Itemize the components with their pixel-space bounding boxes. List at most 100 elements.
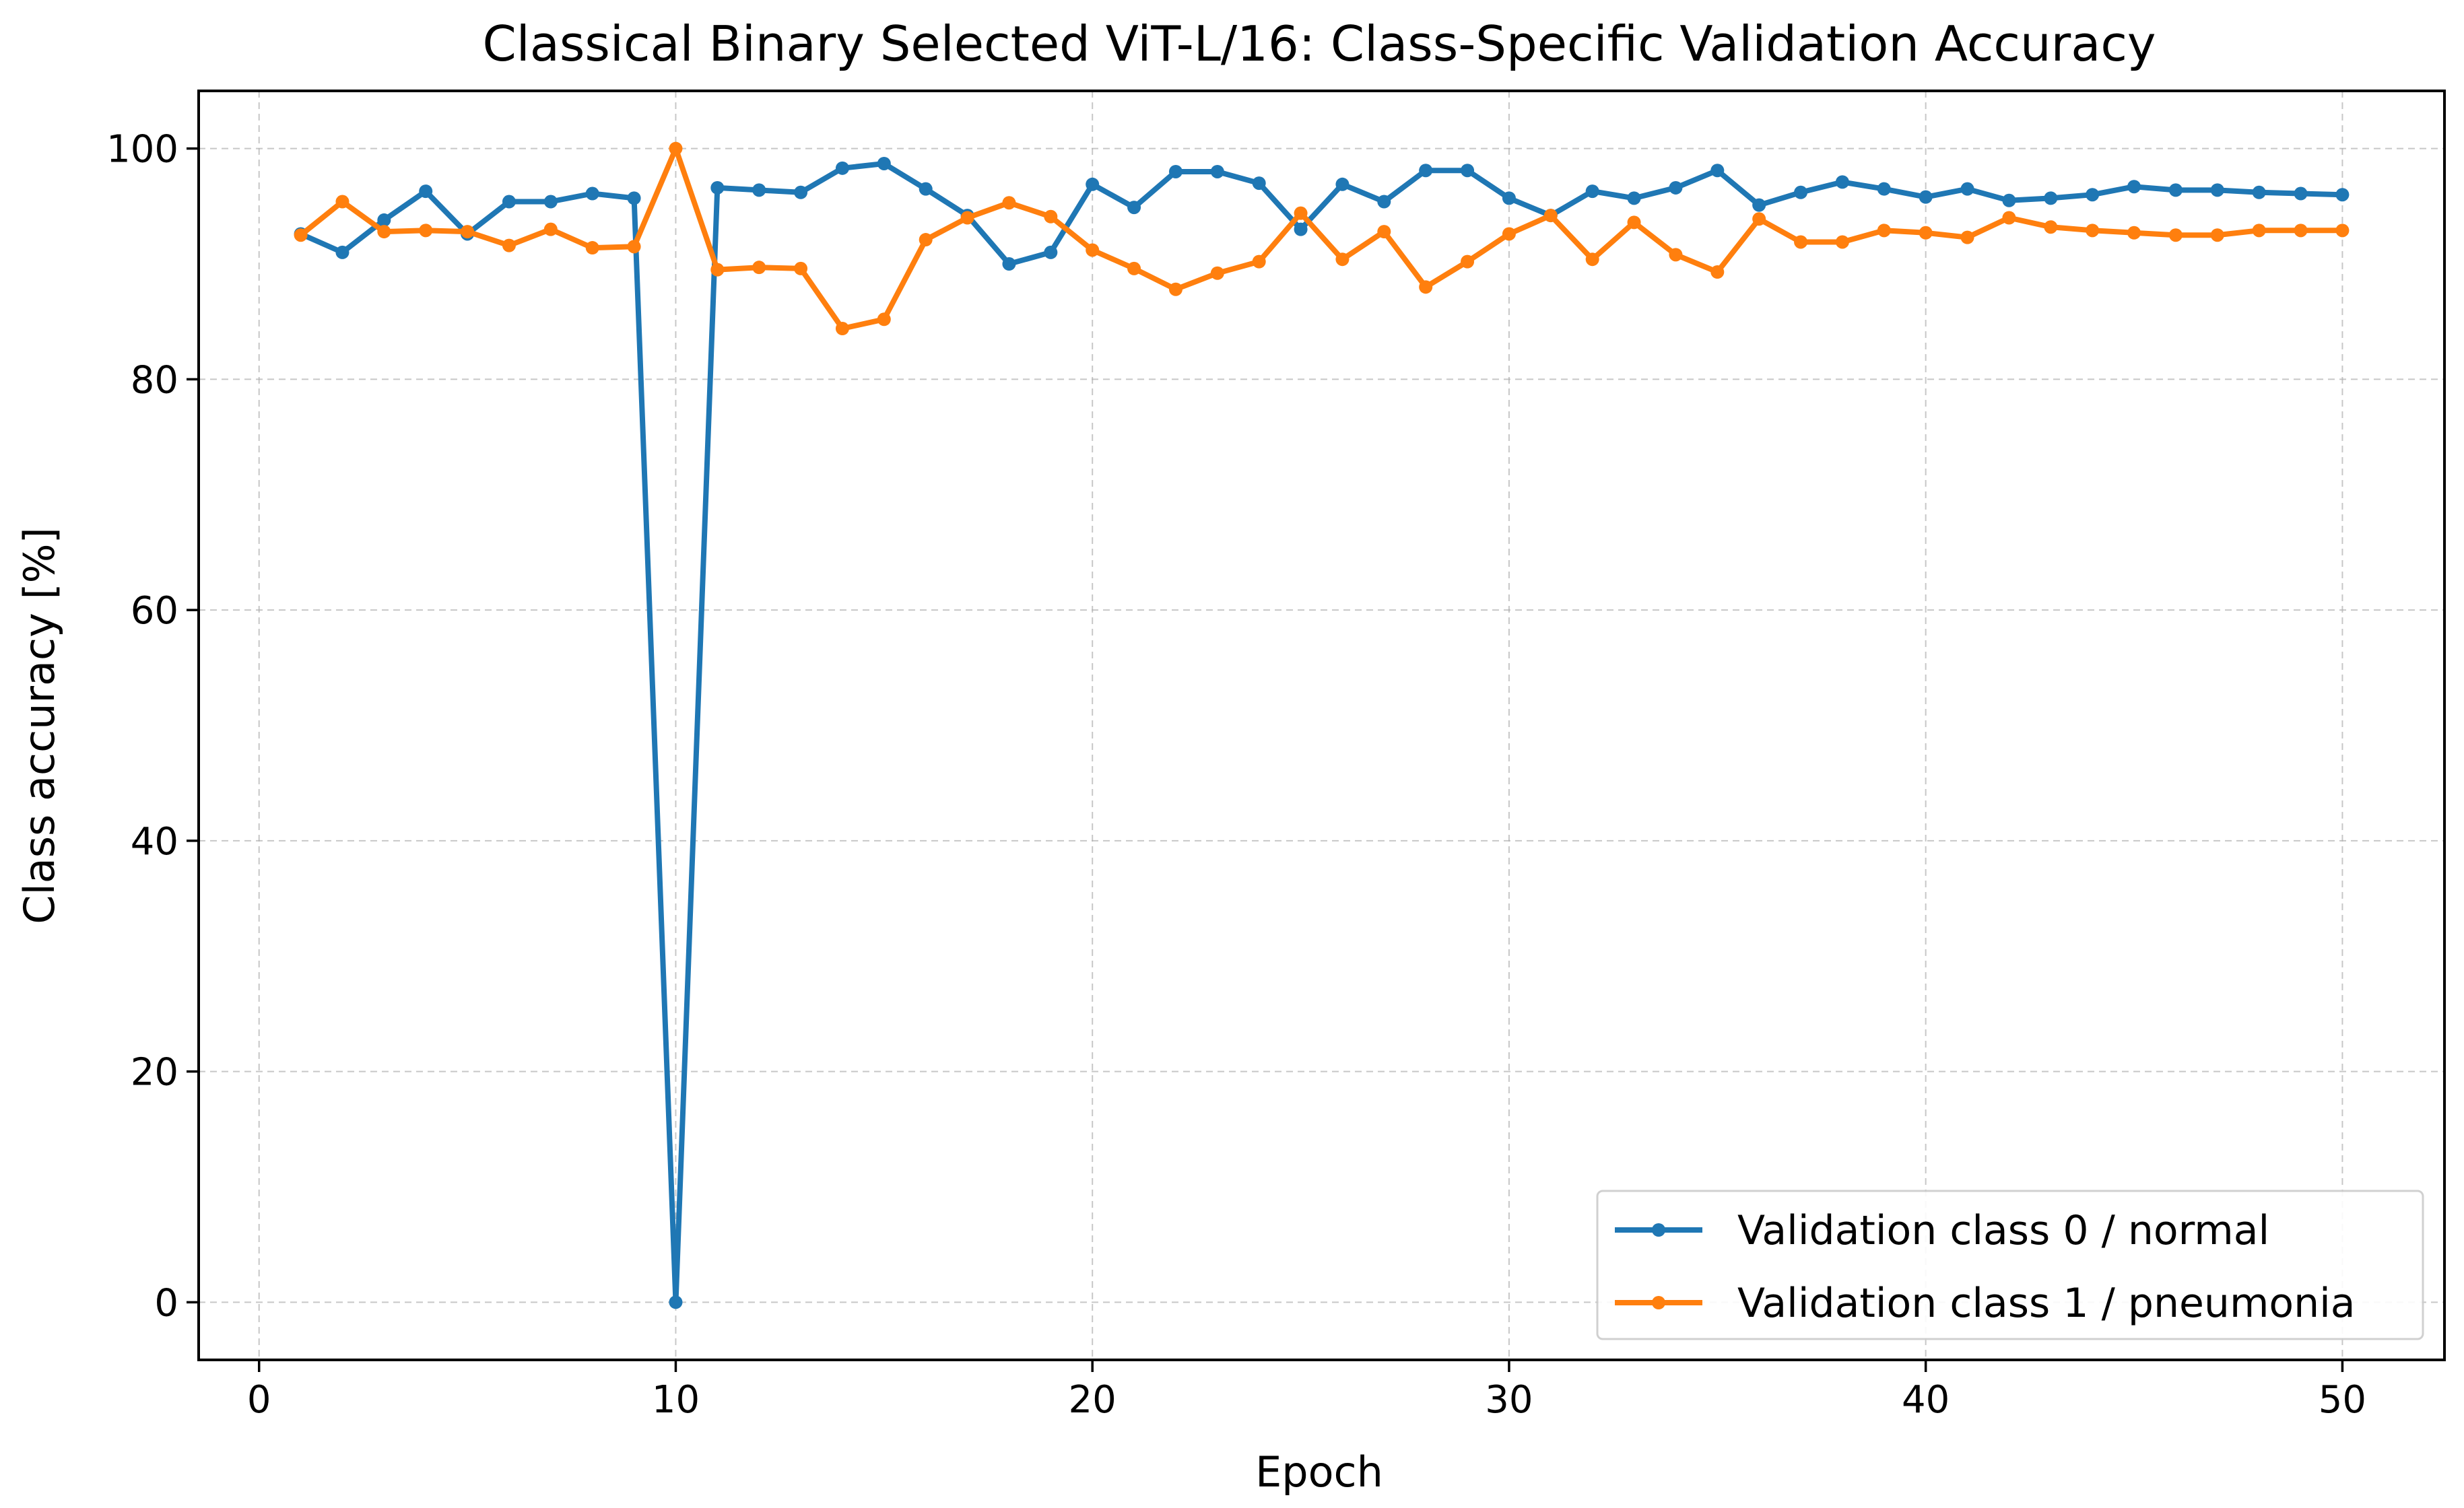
data-point (1294, 222, 1308, 236)
data-point (1419, 280, 1433, 294)
data-point (1502, 227, 1516, 241)
data-point (960, 211, 974, 225)
grid-layer (199, 91, 2444, 1360)
series-line (298, 145, 2345, 331)
y-tick-label: 100 (106, 128, 178, 172)
data-point (1168, 282, 1183, 296)
series-1 (294, 141, 2350, 336)
data-point (1877, 224, 1891, 238)
data-point (1585, 184, 1599, 199)
data-point (2210, 228, 2224, 242)
data-point (585, 241, 599, 255)
data-point (1086, 243, 1100, 257)
data-point (1044, 245, 1058, 259)
data-point (1335, 252, 1350, 267)
data-point (1377, 225, 1391, 239)
series-line (298, 161, 2345, 1305)
data-point (2086, 224, 2100, 238)
data-point (377, 213, 391, 227)
data-point (543, 222, 558, 236)
data-point (877, 156, 891, 170)
data-point (2002, 193, 2016, 207)
plot-frame (197, 90, 2446, 1361)
y-tick-label: 0 (154, 1281, 178, 1325)
legend-swatch-marker (1652, 1296, 1665, 1309)
data-point (669, 141, 683, 156)
data-point (1960, 230, 1974, 244)
data-point (794, 261, 808, 275)
data-point (335, 245, 349, 259)
data-point (1710, 265, 1725, 279)
tick-layer: 0 10 20 30 40 50 0 20 40 60 80 100 (106, 128, 2366, 1422)
data-point (502, 238, 516, 252)
data-point (2127, 180, 2141, 194)
x-tick-label: 30 (1485, 1378, 1533, 1422)
data-point (1794, 185, 1808, 199)
data-point (1461, 164, 1475, 178)
data-point (627, 240, 641, 254)
x-tick-label: 20 (1069, 1378, 1117, 1422)
data-point (1960, 182, 1974, 196)
data-point (1502, 191, 1516, 205)
data-point (1919, 226, 1933, 240)
data-point (2210, 183, 2224, 197)
y-axis-label: Class accuracy [%] (15, 527, 64, 924)
legend: Validation class 0 / normal Validation cl… (1596, 1190, 2424, 1340)
y-tick-label: 60 (131, 589, 178, 633)
data-point (1752, 198, 1766, 212)
data-point (1127, 201, 1141, 215)
data-point (1210, 266, 1224, 280)
data-point (1585, 252, 1599, 267)
data-point (752, 261, 766, 275)
data-point (1627, 191, 1641, 205)
x-tick-label: 0 (247, 1378, 271, 1422)
data-point (1252, 176, 1266, 191)
data-point (1168, 164, 1183, 178)
data-point (2252, 185, 2266, 199)
data-point (1335, 177, 1350, 191)
data-point (461, 225, 475, 239)
x-tick-label: 10 (652, 1378, 700, 1422)
data-point (294, 228, 308, 242)
data-point (1543, 209, 1558, 223)
data-point (2168, 183, 2183, 197)
data-point (419, 224, 433, 238)
data-point (710, 263, 725, 277)
data-point (794, 185, 808, 199)
data-point (1835, 175, 1849, 189)
data-point (1419, 164, 1433, 178)
data-point (335, 195, 349, 209)
data-point (1127, 261, 1141, 275)
data-point (2044, 220, 2058, 234)
data-point (1919, 190, 1933, 204)
data-point (1252, 254, 1266, 269)
data-point (2127, 226, 2141, 240)
data-point (1044, 209, 1058, 224)
data-point (2002, 211, 2016, 225)
data-point (919, 182, 933, 196)
data-point (1294, 206, 1308, 220)
data-point (2252, 224, 2266, 238)
y-tick-label: 40 (131, 820, 178, 864)
data-point (1669, 248, 1683, 262)
legend-entry-label: Validation class 1 / pneumonia (1737, 1280, 2356, 1327)
data-point (1877, 182, 1891, 196)
data-point (1710, 164, 1725, 178)
data-point (2294, 224, 2308, 238)
data-point (1627, 215, 1641, 230)
legend-swatch-marker (1652, 1223, 1665, 1237)
data-point (669, 1295, 683, 1309)
x-tick-label: 40 (1902, 1378, 1950, 1422)
series-layer (294, 141, 2350, 1309)
data-point (627, 191, 641, 205)
data-point (1210, 164, 1224, 178)
data-point (2335, 188, 2350, 202)
x-tick-label: 50 (2319, 1378, 2366, 1422)
data-point (1835, 235, 1849, 249)
data-point (585, 186, 599, 201)
x-axis-label: Epoch (1255, 1447, 1383, 1497)
data-point (1002, 196, 1016, 210)
data-point (1669, 180, 1683, 195)
